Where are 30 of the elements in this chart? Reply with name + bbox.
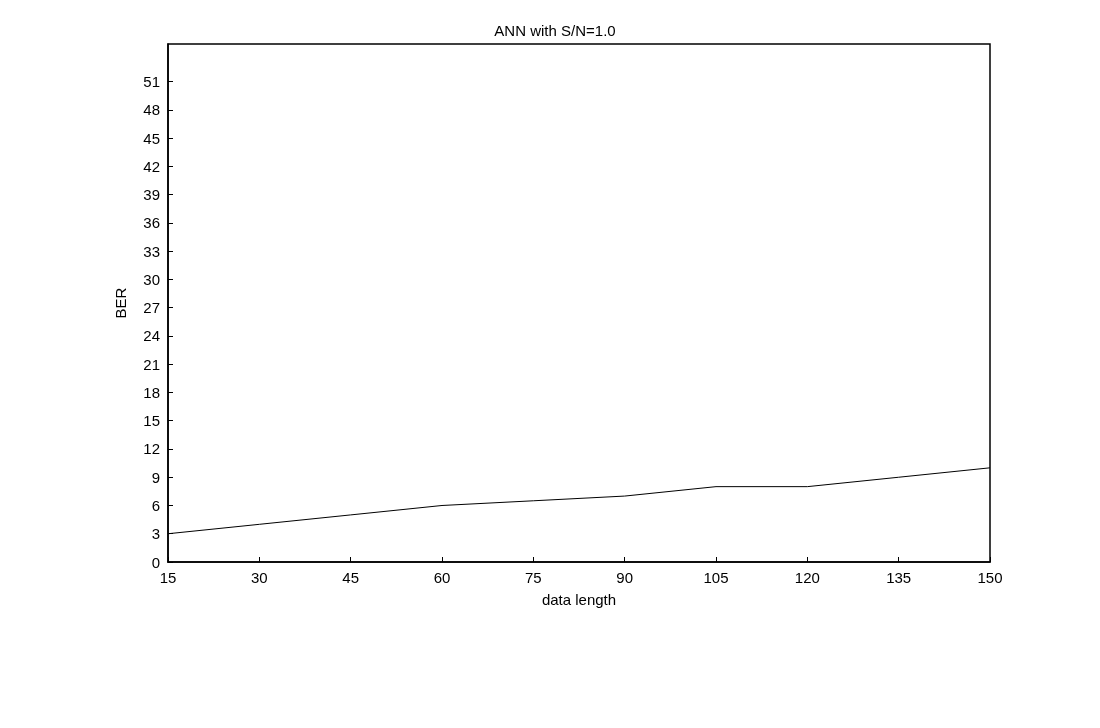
y-tick-label: 51	[143, 73, 160, 91]
y-tick-label: 3	[151, 525, 160, 543]
y-tick-label: 12	[143, 440, 160, 458]
x-tick-label: 120	[794, 569, 820, 586]
y-tick-label: 21	[143, 355, 160, 373]
chart-title: ANN with S/N=1.0	[494, 22, 616, 39]
y-tick-label: 24	[143, 327, 160, 345]
x-tick-label: 105	[703, 569, 729, 586]
x-tick-label: 90	[616, 569, 634, 586]
y-tick-label: 9	[151, 468, 160, 486]
y-tick-label: 45	[143, 129, 160, 147]
y-tick-label: 18	[143, 383, 160, 401]
y-tick-label: 27	[143, 299, 160, 317]
y-tick-label: 36	[143, 214, 160, 232]
x-tick-label: 30	[250, 569, 268, 586]
y-tick-label: 15	[143, 412, 160, 430]
y-axis-title: BER	[112, 287, 129, 319]
x-tick-label: 45	[342, 569, 360, 586]
y-tick-label: 33	[143, 242, 160, 260]
x-tick-label: 150	[977, 569, 1003, 586]
x-tick-label: 135	[886, 569, 912, 586]
y-tick-label: 0	[151, 553, 160, 571]
y-tick-label: 39	[143, 186, 160, 204]
x-tick-label: 60	[433, 569, 451, 586]
x-tick-label: 75	[524, 569, 542, 586]
y-tick-label: 6	[151, 496, 160, 514]
x-axis-title: data length	[541, 591, 617, 608]
y-tick-label: 48	[143, 101, 160, 119]
y-tick-label: 42	[143, 157, 160, 175]
y-tick-label: 30	[143, 270, 160, 288]
